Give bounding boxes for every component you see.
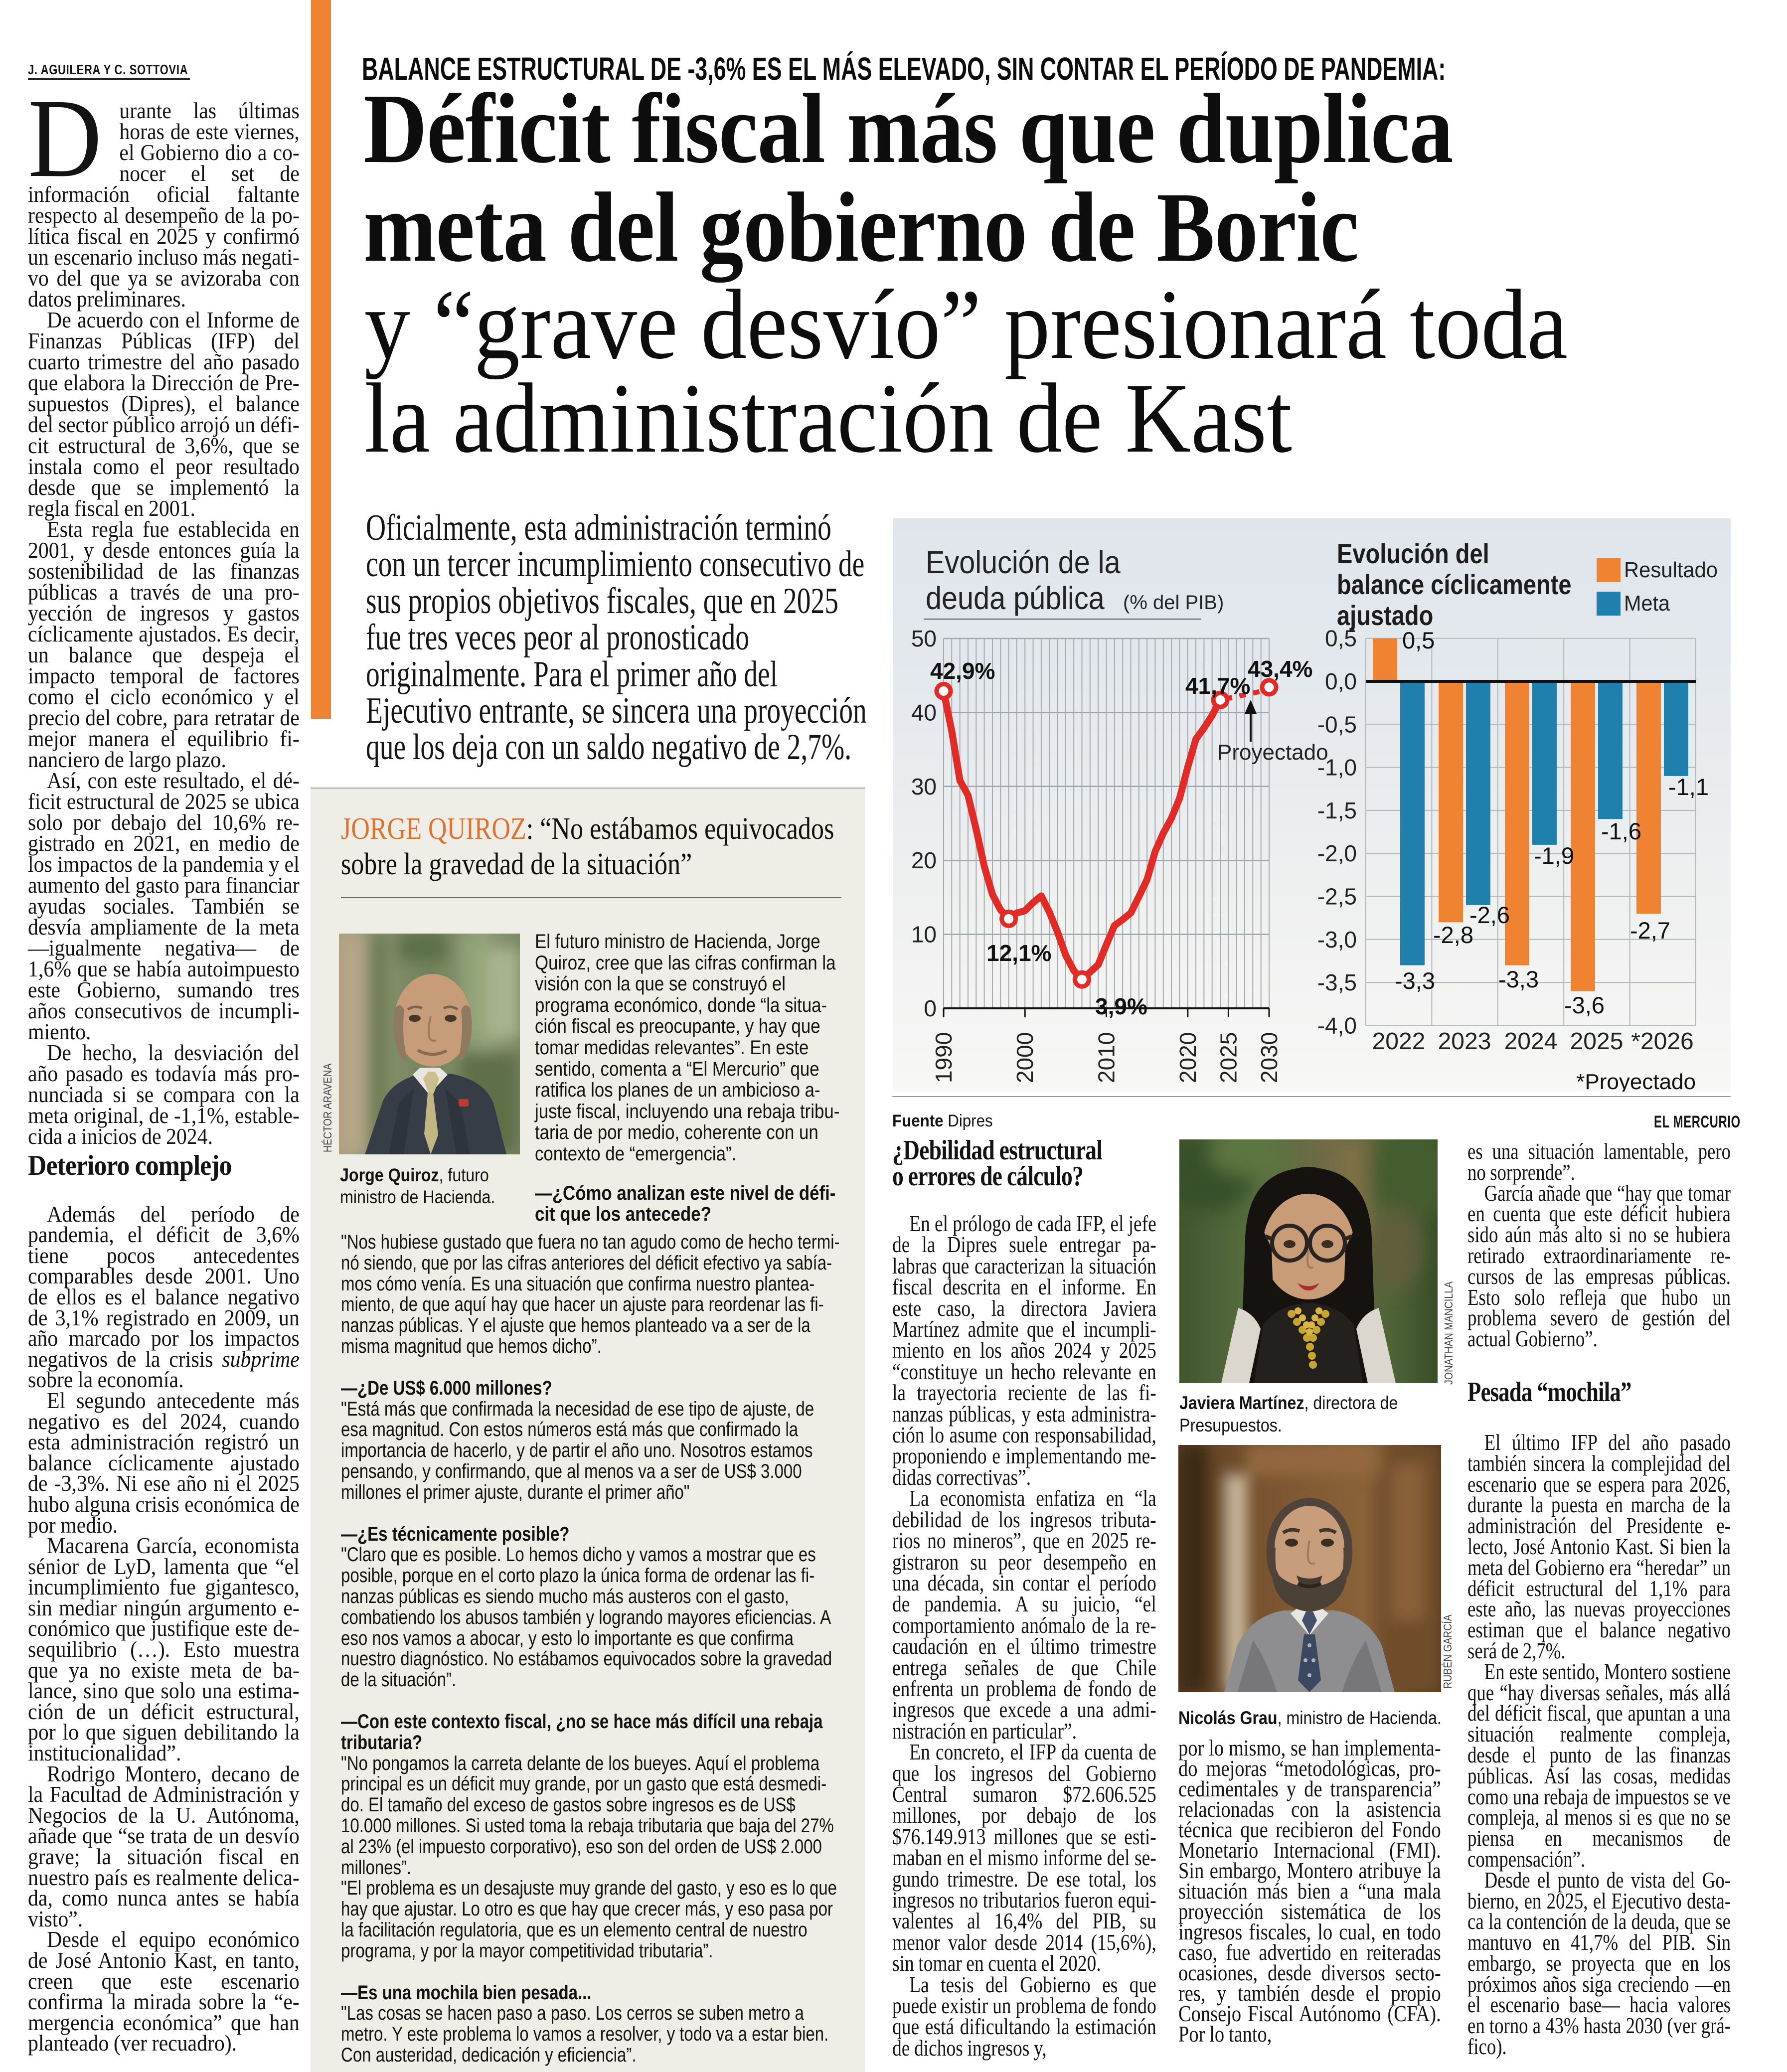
svg-text:-3,5: -3,5 bbox=[1317, 969, 1357, 995]
svg-text:0,5: 0,5 bbox=[1325, 626, 1357, 651]
svg-text:balance cíclicamente: balance cíclicamente bbox=[1337, 569, 1572, 600]
svg-text:-2,7: -2,7 bbox=[1630, 917, 1670, 944]
svg-text:ajustado: ajustado bbox=[1337, 600, 1433, 631]
svg-text:*2026: *2026 bbox=[1631, 1028, 1693, 1055]
svg-text:2025: 2025 bbox=[1570, 1028, 1624, 1055]
svg-text:0,0: 0,0 bbox=[1325, 668, 1357, 694]
svg-text:-1,5: -1,5 bbox=[1317, 797, 1357, 823]
svg-text:-1,9: -1,9 bbox=[1534, 842, 1574, 869]
svg-text:-1,0: -1,0 bbox=[1317, 755, 1357, 781]
svg-text:-2,6: -2,6 bbox=[1469, 902, 1510, 928]
svg-text:deuda pública: deuda pública bbox=[926, 580, 1105, 616]
svg-text:2020: 2020 bbox=[1175, 1032, 1201, 1083]
svg-text:1990: 1990 bbox=[931, 1032, 957, 1083]
svg-text:Resultado: Resultado bbox=[1624, 558, 1718, 582]
svg-text:-3,6: -3,6 bbox=[1564, 992, 1605, 1018]
svg-text:*Proyectado: *Proyectado bbox=[1576, 1070, 1696, 1092]
svg-text:3,9%: 3,9% bbox=[1095, 993, 1147, 1019]
svg-text:-1,6: -1,6 bbox=[1601, 818, 1641, 844]
svg-text:Evolución de la: Evolución de la bbox=[926, 544, 1121, 580]
svg-text:0,5: 0,5 bbox=[1402, 627, 1435, 653]
svg-text:-2,5: -2,5 bbox=[1317, 884, 1357, 910]
svg-text:20: 20 bbox=[911, 847, 937, 873]
svg-text:10: 10 bbox=[911, 922, 937, 948]
svg-text:2025: 2025 bbox=[1215, 1032, 1241, 1083]
svg-text:2030: 2030 bbox=[1256, 1032, 1282, 1083]
svg-text:Evolución del: Evolución del bbox=[1337, 538, 1489, 569]
svg-text:30: 30 bbox=[911, 774, 937, 799]
svg-text:12,1%: 12,1% bbox=[986, 940, 1051, 966]
svg-text:Proyectado: Proyectado bbox=[1217, 740, 1328, 765]
svg-text:50: 50 bbox=[911, 626, 937, 651]
svg-text:-2,0: -2,0 bbox=[1317, 840, 1357, 866]
svg-text:0: 0 bbox=[924, 995, 937, 1021]
svg-text:-2,8: -2,8 bbox=[1433, 922, 1473, 948]
svg-text:2024: 2024 bbox=[1504, 1028, 1558, 1055]
svg-text:42,9%: 42,9% bbox=[930, 658, 995, 684]
svg-text:Meta: Meta bbox=[1624, 591, 1670, 616]
svg-text:43,4%: 43,4% bbox=[1248, 656, 1312, 682]
svg-text:-4,0: -4,0 bbox=[1317, 1012, 1357, 1038]
svg-text:-1,1: -1,1 bbox=[1668, 774, 1709, 800]
svg-text:-0,5: -0,5 bbox=[1317, 711, 1357, 737]
svg-text:40: 40 bbox=[911, 699, 937, 725]
svg-text:(% del PIB): (% del PIB) bbox=[1123, 592, 1224, 614]
svg-text:41,7%: 41,7% bbox=[1185, 673, 1250, 699]
svg-text:-3,0: -3,0 bbox=[1317, 927, 1357, 953]
svg-text:2010: 2010 bbox=[1094, 1032, 1120, 1083]
svg-text:-3,3: -3,3 bbox=[1498, 966, 1539, 992]
svg-text:-3,3: -3,3 bbox=[1395, 967, 1435, 994]
svg-text:2000: 2000 bbox=[1012, 1032, 1038, 1083]
svg-text:2023: 2023 bbox=[1438, 1028, 1491, 1055]
svg-text:2022: 2022 bbox=[1372, 1028, 1426, 1055]
